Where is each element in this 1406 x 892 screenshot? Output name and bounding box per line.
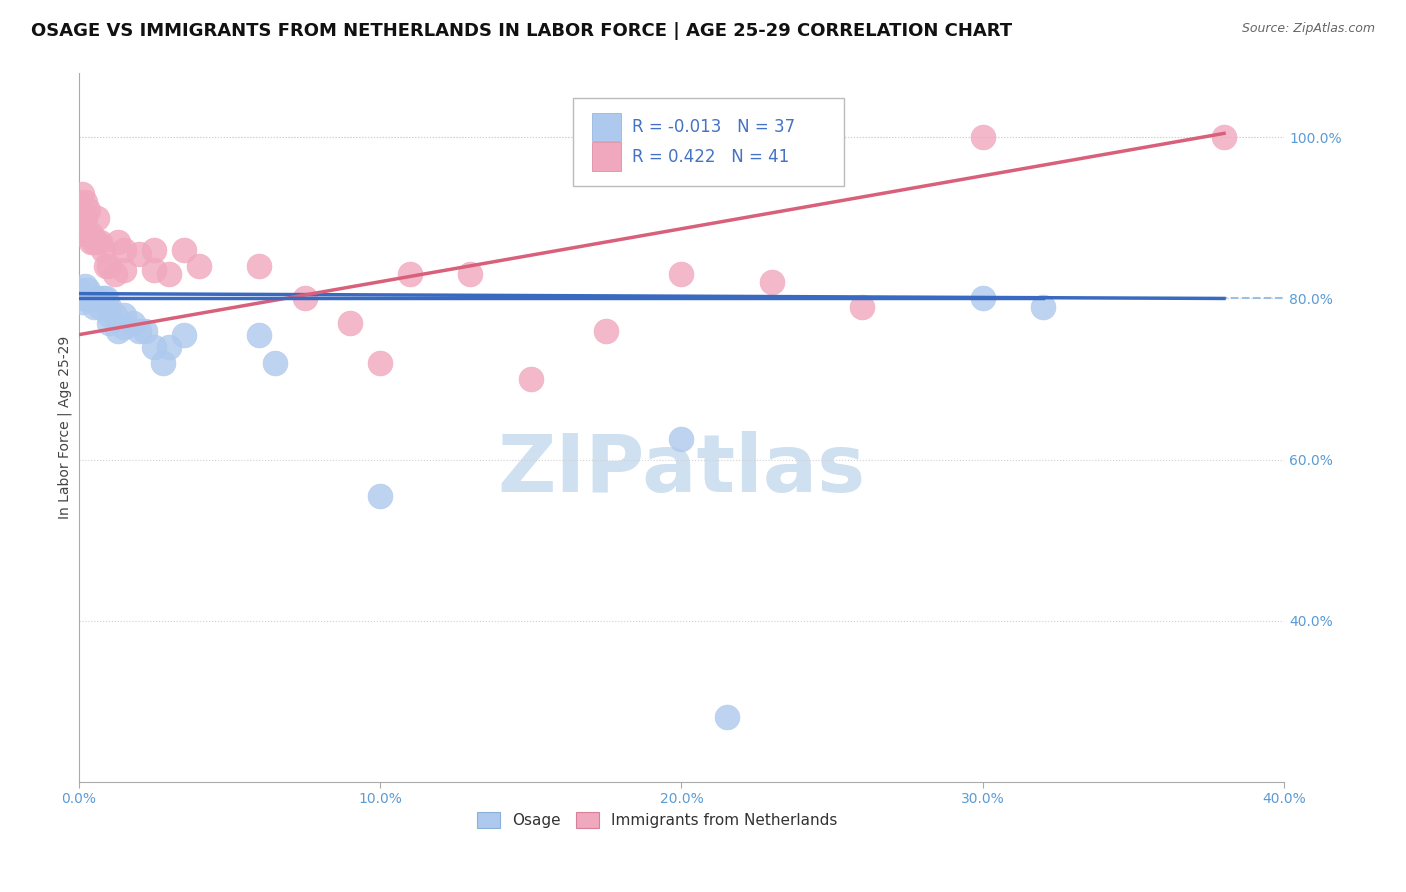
- Point: [89, 300, 111, 314]
- Point: [67, 211, 90, 225]
- Point: [107, 235, 129, 249]
- Point: [143, 340, 166, 354]
- Point: [86, 235, 108, 249]
- Point: [70, 295, 93, 310]
- Point: [294, 292, 316, 306]
- Point: [368, 489, 391, 503]
- Point: [73, 211, 96, 225]
- Point: [671, 268, 693, 282]
- Point: [173, 243, 195, 257]
- Point: [97, 259, 120, 273]
- Point: [339, 316, 361, 330]
- Point: [83, 292, 105, 306]
- Point: [128, 247, 150, 261]
- Point: [112, 263, 135, 277]
- Point: [128, 324, 150, 338]
- FancyBboxPatch shape: [574, 98, 844, 186]
- Point: [1032, 300, 1054, 314]
- Point: [86, 292, 108, 306]
- Point: [70, 287, 93, 301]
- Point: [67, 292, 90, 306]
- Point: [73, 292, 96, 306]
- Legend: Osage, Immigrants from Netherlands: Osage, Immigrants from Netherlands: [471, 806, 844, 834]
- Point: [73, 194, 96, 209]
- Point: [173, 327, 195, 342]
- Point: [249, 259, 271, 273]
- Point: [1213, 130, 1236, 145]
- Point: [112, 243, 135, 257]
- Point: [972, 130, 994, 145]
- Point: [79, 235, 101, 249]
- Text: OSAGE VS IMMIGRANTS FROM NETHERLANDS IN LABOR FORCE | AGE 25-29 CORRELATION CHAR: OSAGE VS IMMIGRANTS FROM NETHERLANDS IN …: [31, 22, 1012, 40]
- Point: [79, 292, 101, 306]
- Point: [91, 292, 114, 306]
- Text: Source: ZipAtlas.com: Source: ZipAtlas.com: [1241, 22, 1375, 36]
- Point: [143, 243, 166, 257]
- Point: [134, 324, 156, 338]
- Point: [595, 324, 617, 338]
- FancyBboxPatch shape: [592, 143, 621, 170]
- Point: [851, 300, 873, 314]
- Point: [460, 268, 482, 282]
- FancyBboxPatch shape: [592, 112, 621, 141]
- Point: [107, 324, 129, 338]
- Point: [399, 268, 422, 282]
- Point: [67, 227, 90, 241]
- Point: [76, 292, 98, 306]
- Point: [112, 319, 135, 334]
- Text: ZIPatlas: ZIPatlas: [498, 431, 866, 508]
- Point: [79, 227, 101, 241]
- Point: [94, 259, 117, 273]
- Y-axis label: In Labor Force | Age 25-29: In Labor Force | Age 25-29: [58, 335, 72, 519]
- Point: [83, 235, 105, 249]
- Point: [73, 279, 96, 293]
- Point: [152, 356, 174, 370]
- Point: [94, 292, 117, 306]
- Text: R = 0.422   N = 41: R = 0.422 N = 41: [633, 147, 789, 166]
- Point: [143, 263, 166, 277]
- Point: [368, 356, 391, 370]
- Point: [112, 308, 135, 322]
- Point: [97, 308, 120, 322]
- Point: [83, 300, 105, 314]
- Point: [97, 316, 120, 330]
- Point: [76, 284, 98, 298]
- Point: [67, 194, 90, 209]
- Text: R = -0.013   N = 37: R = -0.013 N = 37: [633, 118, 796, 136]
- Point: [519, 372, 541, 386]
- Point: [89, 235, 111, 249]
- Point: [188, 259, 211, 273]
- Point: [70, 186, 93, 201]
- Point: [716, 710, 738, 724]
- Point: [104, 268, 127, 282]
- Point: [157, 268, 180, 282]
- Point: [104, 308, 127, 322]
- Point: [79, 292, 101, 306]
- Point: [761, 276, 783, 290]
- Point: [263, 356, 285, 370]
- Point: [249, 327, 271, 342]
- Point: [91, 243, 114, 257]
- Point: [86, 211, 108, 225]
- Point: [972, 292, 994, 306]
- Point: [122, 316, 145, 330]
- Point: [671, 433, 693, 447]
- Point: [67, 284, 90, 298]
- Point: [76, 227, 98, 241]
- Point: [97, 300, 120, 314]
- Point: [157, 340, 180, 354]
- Point: [70, 211, 93, 225]
- Point: [76, 202, 98, 217]
